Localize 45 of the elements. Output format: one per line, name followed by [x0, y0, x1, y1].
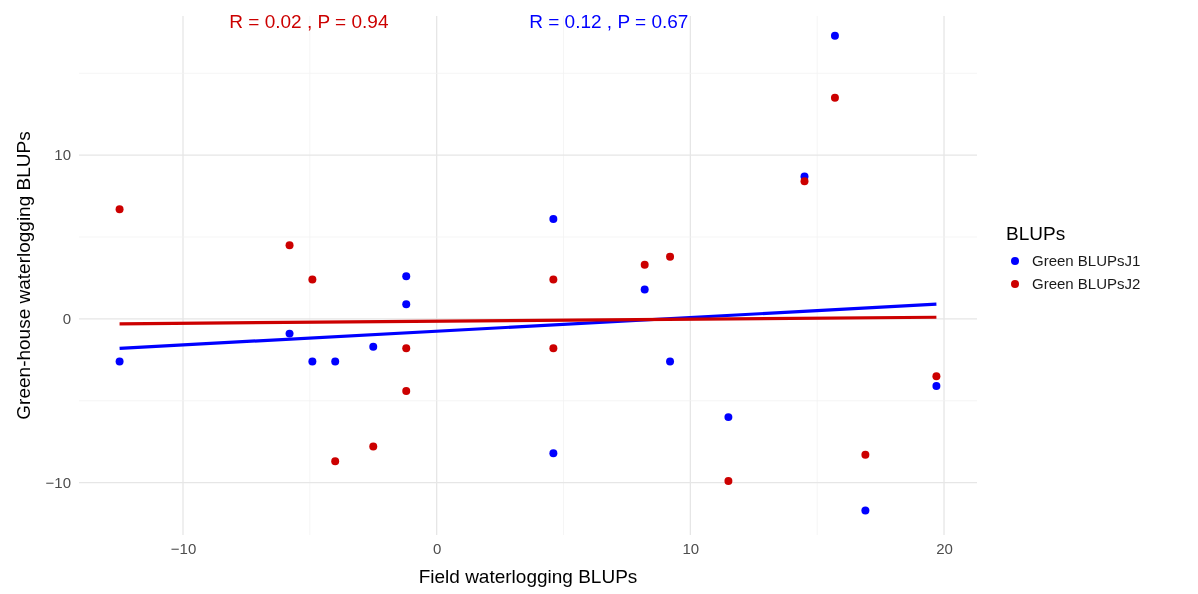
- x-axis-title: Field waterlogging BLUPs: [418, 566, 638, 587]
- point: [115, 205, 124, 214]
- point: [640, 285, 649, 294]
- point: [402, 272, 411, 281]
- point: [308, 357, 317, 366]
- point: [932, 372, 941, 381]
- point: [640, 260, 649, 269]
- point: [932, 382, 941, 390]
- y-tick-label: 10: [54, 146, 71, 164]
- point: [549, 344, 558, 353]
- point: [331, 357, 340, 366]
- point: [331, 457, 340, 466]
- point: [861, 506, 870, 515]
- x-tick-label: 0: [433, 539, 442, 557]
- point: [115, 357, 124, 366]
- legend-title: BLUPs: [1006, 223, 1066, 244]
- point: [308, 275, 317, 284]
- y-axis-title: Green-house waterlogging BLUPs: [13, 131, 34, 420]
- point: [549, 215, 558, 223]
- point: [285, 329, 294, 338]
- point: [830, 93, 839, 102]
- point: [402, 300, 411, 309]
- point: [861, 450, 870, 459]
- point: [724, 413, 733, 422]
- point: [402, 386, 411, 395]
- point: [724, 476, 733, 485]
- point: [402, 344, 411, 353]
- point: [369, 342, 378, 351]
- point: [369, 442, 378, 451]
- y-tick-label: −10: [45, 473, 71, 491]
- x-tick-label: −10: [170, 539, 197, 557]
- point: [666, 357, 675, 366]
- point: [800, 177, 809, 186]
- point: [549, 449, 558, 458]
- point: [549, 275, 558, 284]
- x-tick-label: 10: [682, 539, 700, 557]
- x-tick-label: 20: [936, 539, 953, 557]
- point: [830, 31, 839, 40]
- point: [285, 241, 294, 250]
- annotation: R = 0.02 , P = 0.94: [229, 11, 389, 32]
- annotation: R = 0.12 , P = 0.67: [529, 11, 689, 32]
- y-tick-label: 0: [62, 310, 71, 328]
- legend-label: Green BLUPsJ1: [1032, 252, 1141, 269]
- point: [666, 252, 675, 261]
- legend-label: Green BLUPsJ2: [1032, 275, 1141, 292]
